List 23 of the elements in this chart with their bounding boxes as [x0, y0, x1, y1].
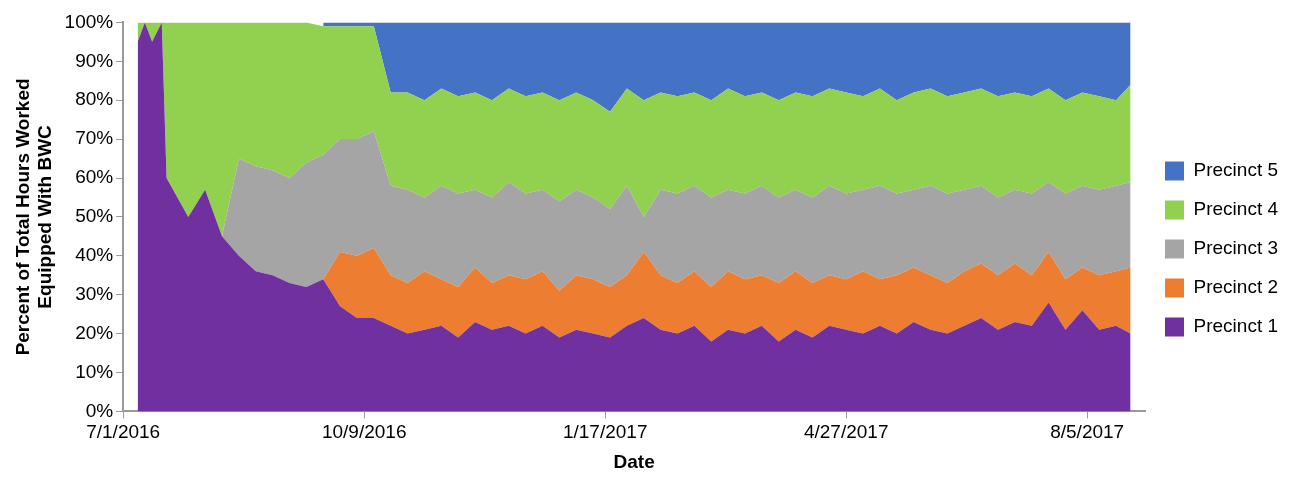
y-tick-label: 10% — [75, 360, 114, 382]
y-tick-label: 60% — [75, 166, 114, 188]
y-tick-label: 70% — [75, 127, 114, 149]
legend-label: Precinct 2 — [1193, 276, 1278, 298]
y-axis-title: Percent of Total Hours Worked Equipped With BWC — [11, 78, 56, 356]
y-tick-label: 100% — [64, 10, 114, 32]
legend-label: Precinct 1 — [1193, 315, 1278, 337]
y-tick-label: 50% — [75, 205, 114, 227]
y-tick-label: 30% — [75, 282, 114, 304]
x-tick-label: 8/5/2017 — [1050, 421, 1125, 443]
y-tick-label: 80% — [75, 88, 114, 110]
legend-label: Precinct 5 — [1193, 159, 1278, 181]
x-tick-label: 1/17/2017 — [562, 421, 648, 443]
x-tick-label: 10/9/2016 — [321, 421, 407, 443]
y-tick-label: 20% — [75, 321, 114, 343]
x-tick-label: 4/27/2017 — [803, 421, 889, 443]
x-tick-label: 7/1/2016 — [86, 421, 161, 443]
legend-label: Precinct 4 — [1193, 198, 1279, 220]
y-tick-label: 0% — [85, 399, 114, 421]
y-tick-label: 90% — [75, 49, 114, 71]
legend-label: Precinct 3 — [1193, 237, 1278, 259]
y-tick-label: 40% — [75, 244, 114, 266]
x-axis-title: Date — [613, 450, 655, 472]
